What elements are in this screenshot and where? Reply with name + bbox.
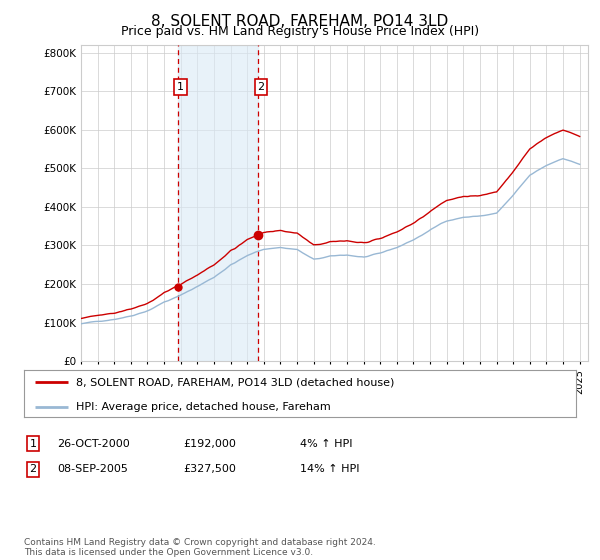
Text: £327,500: £327,500 [183,464,236,474]
Text: £192,000: £192,000 [183,438,236,449]
Text: 8, SOLENT ROAD, FAREHAM, PO14 3LD: 8, SOLENT ROAD, FAREHAM, PO14 3LD [151,14,449,29]
Text: 26-OCT-2000: 26-OCT-2000 [57,438,130,449]
Text: 8, SOLENT ROAD, FAREHAM, PO14 3LD (detached house): 8, SOLENT ROAD, FAREHAM, PO14 3LD (detac… [76,377,395,388]
Text: 08-SEP-2005: 08-SEP-2005 [57,464,128,474]
Text: Contains HM Land Registry data © Crown copyright and database right 2024.
This d: Contains HM Land Registry data © Crown c… [24,538,376,557]
Text: 2: 2 [29,464,37,474]
Text: HPI: Average price, detached house, Fareham: HPI: Average price, detached house, Fare… [76,402,331,412]
Text: 4% ↑ HPI: 4% ↑ HPI [300,438,353,449]
Text: 2: 2 [257,82,265,92]
Text: 1: 1 [177,82,184,92]
Text: 14% ↑ HPI: 14% ↑ HPI [300,464,359,474]
Text: 1: 1 [29,438,37,449]
Bar [178,45,259,361]
Text: Price paid vs. HM Land Registry's House Price Index (HPI): Price paid vs. HM Land Registry's House … [121,25,479,38]
